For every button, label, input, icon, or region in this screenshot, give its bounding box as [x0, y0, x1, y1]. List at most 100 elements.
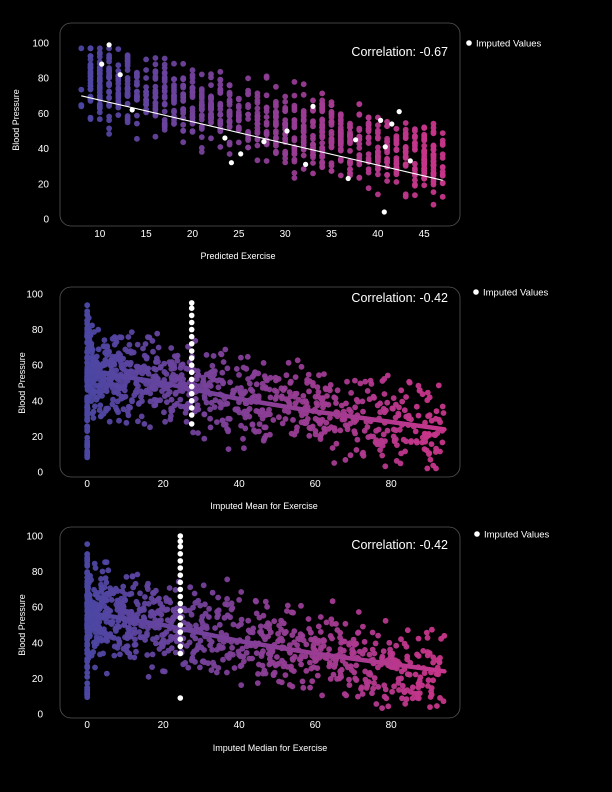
data-point [320, 395, 326, 401]
data-point [264, 603, 270, 610]
data-point [395, 412, 402, 419]
data-point [143, 84, 150, 90]
data-point [122, 393, 129, 400]
data-point [402, 120, 409, 126]
data-point [161, 409, 167, 416]
data-point [187, 623, 193, 630]
data-point [270, 417, 277, 423]
data-point [359, 650, 366, 657]
data-point [310, 97, 316, 104]
data-point [315, 393, 322, 400]
data-point [174, 357, 181, 364]
data-point [245, 102, 252, 108]
data-point [217, 404, 224, 411]
data-point [400, 688, 407, 694]
data-point [220, 656, 226, 663]
imputed-point [177, 565, 184, 571]
data-point [180, 76, 187, 83]
data-point [280, 620, 287, 627]
data-point [115, 390, 122, 397]
data-point [304, 380, 310, 386]
data-point [161, 126, 168, 133]
x-tick-label: 60 [310, 720, 322, 731]
data-point [114, 606, 121, 613]
data-point [263, 121, 270, 128]
data-point [101, 603, 108, 609]
data-point [300, 152, 307, 159]
data-point [430, 659, 436, 666]
data-point [90, 390, 97, 396]
data-point [84, 541, 91, 547]
data-point [365, 434, 372, 440]
data-point [323, 619, 330, 626]
data-point [421, 162, 428, 169]
data-point [380, 405, 387, 412]
data-point [291, 393, 298, 400]
data-point [399, 398, 406, 405]
data-point [251, 393, 258, 399]
data-point [384, 427, 391, 434]
data-point [272, 374, 279, 381]
data-point [161, 100, 168, 107]
data-point [84, 441, 91, 448]
data-point [412, 671, 419, 678]
data-point [366, 651, 373, 658]
imputed-point [177, 538, 184, 545]
data-point [111, 635, 117, 641]
data-point [96, 89, 103, 96]
data-point [130, 584, 137, 591]
data-point [217, 81, 224, 88]
data-point [245, 75, 252, 82]
data-point [143, 56, 150, 63]
data-point [381, 693, 388, 700]
legend-label: Imputed Values [483, 288, 549, 299]
data-point [281, 385, 288, 392]
data-point [412, 177, 418, 184]
data-point [365, 122, 372, 129]
data-point [149, 383, 155, 390]
data-point [242, 425, 249, 432]
data-point [102, 559, 108, 566]
data-point [217, 86, 224, 93]
data-point [300, 166, 307, 172]
data-point [128, 590, 135, 597]
data-point [238, 616, 245, 623]
data-point [254, 99, 261, 106]
data-point [436, 659, 443, 665]
imputed-point [396, 109, 402, 115]
data-point [84, 417, 91, 424]
data-point [189, 114, 196, 120]
data-point [134, 341, 141, 348]
data-point [98, 576, 104, 582]
data-point [104, 590, 110, 597]
data-point [235, 104, 242, 111]
data-point [156, 610, 163, 616]
data-point [84, 302, 91, 309]
data-point [319, 159, 326, 166]
data-point [238, 422, 245, 429]
data-point [353, 662, 360, 669]
x-tick-label: 20 [187, 229, 199, 240]
data-point [231, 665, 238, 671]
data-point [422, 419, 428, 426]
observed-points [84, 302, 447, 472]
data-point [84, 569, 91, 575]
data-point [253, 610, 260, 617]
data-point [191, 590, 198, 597]
data-point [153, 366, 159, 373]
data-point [84, 423, 91, 430]
data-point [314, 384, 321, 391]
data-point [153, 640, 159, 647]
data-point [303, 668, 310, 674]
data-point [417, 674, 424, 681]
data-point [382, 463, 389, 470]
data-point [258, 409, 265, 416]
data-point [369, 646, 376, 653]
imputed-point [188, 333, 195, 340]
data-point [124, 635, 131, 642]
data-point [269, 649, 276, 655]
data-point [430, 179, 437, 185]
data-point [291, 170, 298, 176]
data-point [84, 555, 91, 562]
data-point [114, 588, 121, 594]
